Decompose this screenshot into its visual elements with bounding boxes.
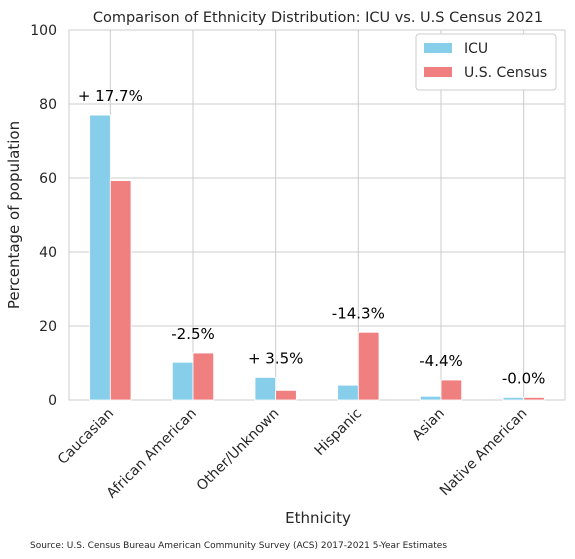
x-tick-label: Hispanic (312, 406, 365, 459)
bar-census (523, 397, 545, 401)
bar-census (109, 180, 132, 401)
legend-label-census: U.S. Census (464, 65, 547, 81)
legend-swatch-census (424, 67, 452, 77)
difference-label: -4.4% (419, 352, 463, 370)
y-tick-label: 0 (48, 393, 57, 409)
y-tick-labels: 0 20 40 60 80 100 (30, 23, 57, 409)
difference-label: -14.3% (332, 304, 385, 322)
bars (89, 114, 545, 401)
bar-icu (171, 361, 194, 401)
y-tick-label: 40 (39, 245, 57, 261)
bar-census (275, 389, 297, 401)
x-axis-label: Ethnicity (285, 509, 351, 527)
legend-swatch-icu (424, 43, 452, 53)
y-tick-label: 80 (39, 97, 57, 113)
x-tick-label: African American (104, 406, 200, 502)
difference-label: + 17.7% (78, 87, 143, 105)
bar-icu (502, 397, 525, 401)
source-note: Source: U.S. Census Bureau American Comm… (30, 541, 447, 551)
bar-census (357, 331, 380, 401)
bar-icu (337, 384, 359, 401)
y-tick-label: 60 (39, 171, 57, 187)
y-axis-label: Percentage of population (5, 121, 23, 309)
bar-icu (89, 114, 111, 401)
y-tick-label: 20 (39, 319, 57, 335)
difference-label: -0.0% (502, 369, 546, 387)
bar-census (440, 379, 463, 401)
x-tick-label: Other/Unknown (194, 406, 283, 495)
y-tick-label: 100 (30, 23, 57, 39)
x-tick-label: Native American (437, 406, 531, 500)
bar-icu (254, 377, 277, 401)
annotations: + 17.7% -2.5% + 3.5% -14.3% -4.4% -0.0% (78, 87, 546, 387)
bar-icu (419, 395, 442, 401)
plot-frame (68, 29, 566, 401)
x-tick-label: Caucasian (55, 406, 117, 468)
chart-title: Comparison of Ethnicity Distribution: IC… (93, 10, 543, 26)
legend-label-icu: ICU (464, 41, 488, 57)
bar-census (192, 352, 215, 401)
legend: ICU U.S. Census (415, 33, 557, 91)
difference-label: + 3.5% (248, 349, 303, 367)
difference-label: -2.5% (171, 325, 215, 343)
x-tick-label: Asian (409, 406, 447, 444)
